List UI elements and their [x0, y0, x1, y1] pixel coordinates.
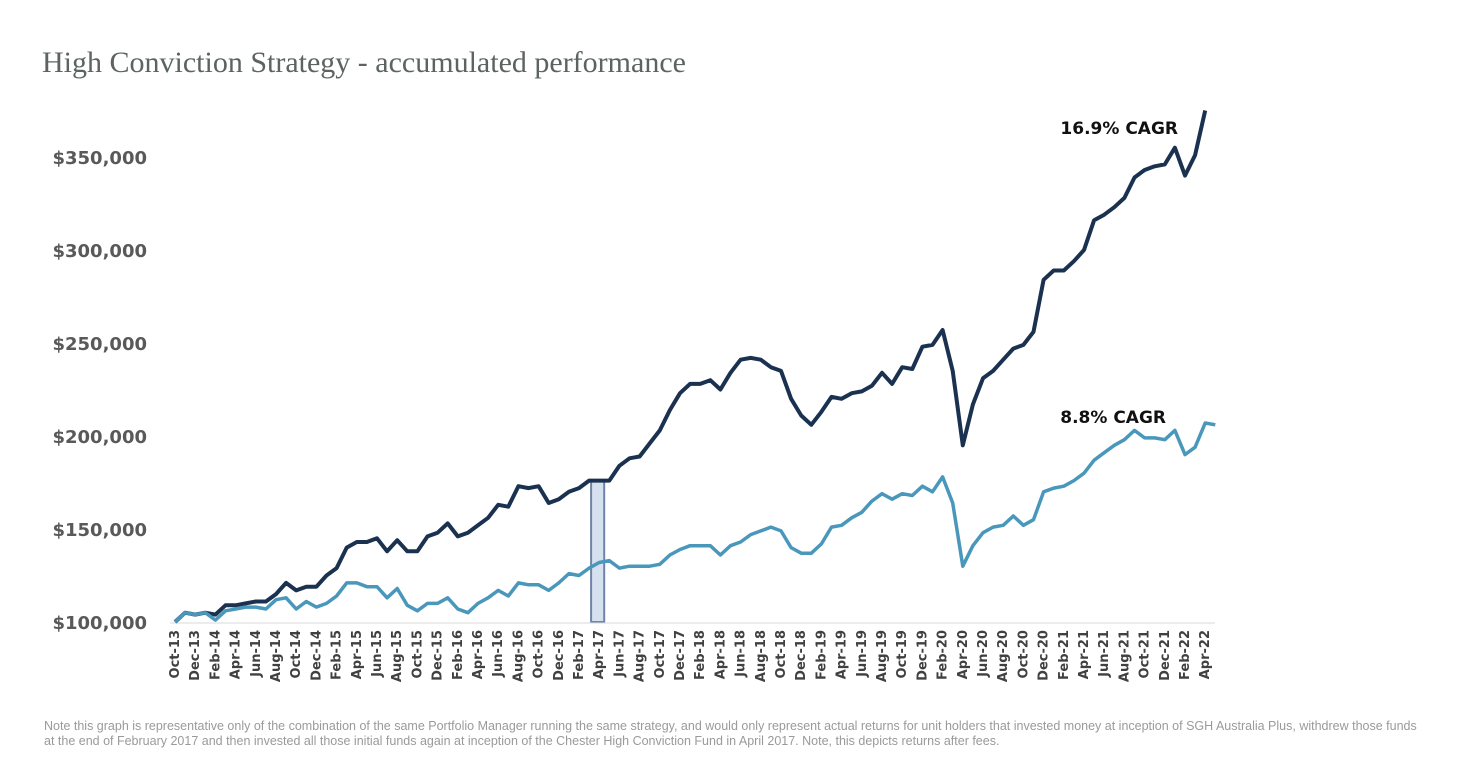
- performance-chart: $100,000 $150,000 $200,000 $250,000 $300,000…: [52, 110, 1216, 682]
- x-tick-label: Aug-20: [996, 630, 1011, 682]
- chart-title: High Conviction Strategy - accumulated p…: [42, 46, 686, 79]
- x-tick-label: Apr-15: [350, 630, 365, 679]
- x-tick-label: Dec-17: [673, 630, 688, 681]
- x-tick-label: Oct-16: [532, 630, 547, 678]
- x-tick-label: Oct-21: [1138, 630, 1153, 678]
- x-tick-label: Apr-14: [229, 630, 244, 679]
- y-tick-label: $100,000: [52, 613, 147, 634]
- x-tick-label: Dec-15: [431, 630, 446, 681]
- x-tick-label: Apr-16: [471, 630, 486, 679]
- x-tick-label: Dec-14: [309, 630, 324, 681]
- strategy-series-line: [173, 110, 1208, 624]
- x-tick-label: Jun-19: [855, 630, 870, 678]
- x-tick-label: Feb-17: [572, 630, 587, 680]
- x-tick-label: Aug-19: [875, 630, 890, 682]
- x-tick-label: Feb-19: [814, 630, 829, 680]
- x-tick-label: Jun-20: [976, 630, 991, 678]
- x-tick-label: Oct-19: [895, 630, 910, 678]
- x-tick-label: Apr-19: [835, 630, 850, 679]
- x-tick-label: Jun-21: [1097, 630, 1112, 678]
- x-tick-label: Aug-21: [1117, 630, 1132, 682]
- x-tick-label: Aug-16: [511, 630, 526, 682]
- x-tick-label: Jun-15: [370, 630, 385, 678]
- x-tick-label: Jun-17: [612, 630, 627, 678]
- x-tick-label: Oct-13: [168, 630, 183, 678]
- x-tick-label: Oct-14: [289, 630, 304, 678]
- x-tick-label: Dec-20: [1037, 630, 1052, 681]
- x-tick-label: Jun-16: [491, 630, 506, 678]
- x-tick-label: Apr-18: [713, 630, 728, 679]
- x-tick-label: Oct-20: [1016, 630, 1031, 678]
- x-tick-label: Aug-14: [269, 630, 284, 682]
- x-tick-label: Aug-17: [633, 630, 648, 682]
- footnote: Note this graph is representative only o…: [44, 719, 1417, 748]
- x-tick-label: Oct-17: [653, 630, 668, 678]
- cagr-annotation: 16.9% CAGR: [1060, 119, 1178, 139]
- y-tick-label: $150,000: [52, 520, 147, 541]
- y-tick-label: $350,000: [52, 148, 147, 169]
- x-tick-label: Feb-16: [451, 630, 466, 680]
- x-tick-label: Aug-15: [390, 630, 405, 682]
- x-tick-label: Feb-20: [936, 630, 951, 680]
- x-tick-label: Dec-18: [794, 630, 809, 681]
- y-tick-label: $250,000: [52, 334, 147, 355]
- x-tick-label: Dec-13: [188, 630, 203, 681]
- cagr-annotation: 8.8% CAGR: [1060, 408, 1166, 428]
- x-tick-label: Oct-18: [774, 630, 789, 678]
- x-tick-label: Feb-15: [330, 630, 345, 680]
- y-tick-label: $200,000: [52, 427, 147, 448]
- x-tick-label: Jun-14: [249, 630, 264, 678]
- x-tick-label: Apr-20: [956, 630, 971, 679]
- x-tick-label: Apr-17: [592, 630, 607, 679]
- x-tick-label: Apr-21: [1077, 630, 1092, 679]
- x-tick-label: Dec-19: [915, 630, 930, 681]
- x-tick-label: Oct-15: [410, 630, 425, 678]
- x-tick-label: Apr-22: [1198, 630, 1213, 679]
- benchmark-series-line: [173, 421, 1216, 624]
- x-tick-label: Aug-18: [754, 630, 769, 682]
- transition-highlight-box: [590, 479, 606, 624]
- x-tick-label: Dec-16: [552, 630, 567, 681]
- y-tick-label: $300,000: [52, 241, 147, 262]
- x-tick-label: Jun-18: [734, 630, 749, 678]
- x-tick-label: Feb-22: [1178, 630, 1193, 680]
- x-tick-label: Feb-21: [1057, 630, 1072, 680]
- x-tick-label: Feb-14: [208, 630, 223, 680]
- x-tick-label: Dec-21: [1158, 630, 1173, 681]
- x-tick-label: Feb-18: [693, 630, 708, 680]
